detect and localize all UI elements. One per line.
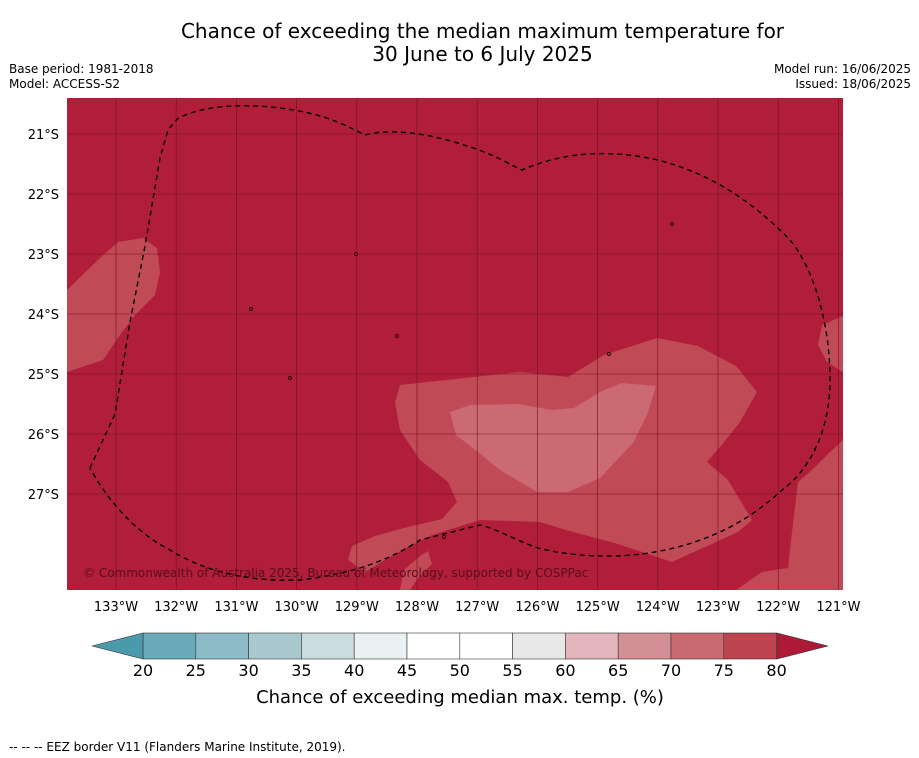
colorbar-tick-label: 45 [397, 661, 417, 680]
longitude-label: 130°W [275, 600, 319, 615]
colorbar-segment [142, 632, 197, 660]
latitude-label: 24°S [28, 308, 59, 323]
colorbar-segment [617, 632, 672, 660]
base-period-text: Base period: 1981-2018 [9, 62, 154, 76]
longitude-label: 127°W [455, 600, 499, 615]
colorbar-segment [565, 632, 619, 660]
colorbar-tick-label: 20 [133, 661, 153, 680]
island-outline [395, 334, 399, 338]
colorbar-segment [353, 632, 408, 660]
colorbar-extend-under [91, 632, 144, 660]
colorbar-tick-labels: 20 25 30 35 40 45 50 55 60 65 70 75 80 [133, 661, 787, 680]
metadata-right: Model run: 16/06/2025 Issued: 18/06/2025 [774, 62, 911, 92]
eez-border [89, 105, 831, 581]
colorbar-extend-over [776, 632, 829, 660]
island-outline [670, 222, 674, 226]
map-title-line-2: 30 June to 6 July 2025 [372, 42, 593, 66]
colorbar-segment [406, 632, 461, 660]
island-outline [607, 352, 611, 356]
colorbar-tick-label: 50 [450, 661, 470, 680]
colorbar-tick-label: 30 [238, 661, 258, 680]
longitude-label: 128°W [395, 600, 439, 615]
probability-band-75-80-west [67, 238, 160, 372]
probability-band-75-80-south [400, 551, 432, 590]
colorbar-segment [670, 632, 725, 660]
longitude-labels: 133°W 132°W 131°W 130°W 129°W 128°W 127°W 126°W… [94, 600, 861, 615]
eez-border-legend: -- -- -- EEZ border V11 (Flanders Marine… [9, 740, 346, 754]
longitude-label: 133°W [94, 600, 138, 615]
island-outline [288, 376, 292, 380]
longitude-label: 131°W [214, 600, 258, 615]
probability-band-75-80-east-top [818, 316, 843, 372]
map-title-line-1: Chance of exceeding the median maximum t… [180, 19, 785, 43]
latitude-label: 21°S [28, 128, 59, 143]
colorbar-tick-label: 60 [555, 661, 575, 680]
colorbar-tick-label: 25 [186, 661, 206, 680]
colorbar-tick-label: 65 [608, 661, 628, 680]
colorbar-segment [248, 632, 302, 660]
latitude-label: 23°S [28, 248, 59, 263]
model-run-text: Model run: 16/06/2025 [773, 62, 911, 76]
metadata-left: Base period: 1981-2018 Model: ACCESS-S2 [9, 62, 154, 92]
colorbar-segment [512, 632, 566, 660]
latitude-label: 22°S [28, 188, 59, 203]
probability-band-70-75 [450, 383, 656, 492]
colorbar-tick-label: 70 [661, 661, 681, 680]
longitude-label: 125°W [576, 600, 620, 615]
colorbar-segment [723, 632, 777, 660]
model-text: Model: ACCESS-S2 [9, 77, 121, 91]
longitude-label: 132°W [154, 600, 198, 615]
colorbar-tick-label: 35 [291, 661, 311, 680]
longitude-label: 122°W [756, 600, 800, 615]
latitude-labels: 21°S 22°S 23°S 24°S 25°S 26°S 27°S [28, 128, 59, 503]
longitude-label: 124°W [636, 600, 680, 615]
colorbar-segment [195, 632, 249, 660]
copyright-text: © Commonwealth of Australia 2025, Bureau… [83, 566, 588, 580]
issued-text: Issued: 18/06/2025 [795, 77, 911, 91]
probability-band-75-80-east-bottom [736, 440, 843, 590]
longitude-label: 129°W [335, 600, 379, 615]
longitude-label: 126°W [515, 600, 559, 615]
latitude-label: 25°S [28, 368, 59, 383]
island-outline [249, 307, 253, 311]
colorbar-tick-label: 75 [714, 661, 734, 680]
colorbar-segment [459, 632, 513, 660]
longitude-label: 121°W [816, 600, 860, 615]
colorbar-segment [301, 632, 355, 660]
colorbar: 20 25 30 35 40 45 50 55 60 65 70 75 80 Chance of exc… [91, 632, 829, 708]
island-outline [442, 535, 446, 539]
colorbar-segments [142, 632, 777, 660]
latitude-label: 27°S [28, 488, 59, 503]
colorbar-tick-label: 55 [502, 661, 522, 680]
longitude-label: 123°W [696, 600, 740, 615]
colorbar-tick-label: 80 [766, 661, 786, 680]
latitude-label: 26°S [28, 428, 59, 443]
map-panel: © Commonwealth of Australia 2025, Bureau… [67, 98, 843, 590]
colorbar-label: Chance of exceeding median max. temp. (%… [256, 687, 664, 708]
colorbar-tick-label: 40 [344, 661, 364, 680]
graticule [67, 98, 843, 590]
